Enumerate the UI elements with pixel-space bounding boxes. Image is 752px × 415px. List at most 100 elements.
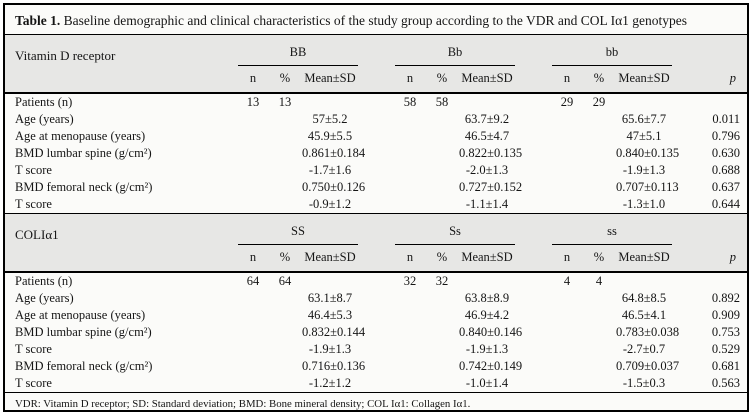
table-row: Age at menopause (years) 46.4±5.3 46.9±4.2… — [5, 307, 747, 324]
table-row: BMD lumbar spine (g/cm²) 0.832±0.144 0.840… — [5, 324, 747, 341]
col-header-n: n — [249, 71, 257, 85]
table-number: Table 1. — [15, 13, 61, 28]
cell-p: 0.909 — [711, 308, 740, 322]
row-label: Age at menopause (years) — [15, 129, 146, 143]
cell-mean: 0.861±0.184 — [302, 146, 366, 160]
table-1: Table 1. Baseline demographic and clinic… — [3, 3, 749, 412]
cell-mean: -1.1±1.4 — [465, 197, 509, 211]
table-body: Vitamin D receptor BB Bb bb n% Mean±SD n% Mean±… — [5, 35, 747, 392]
row-label: Age (years) — [15, 112, 74, 126]
col-header-mean: Mean±SD — [304, 250, 356, 264]
row-label: BMD femoral neck (g/cm²) — [15, 180, 153, 194]
col-header-n: n — [406, 250, 414, 264]
col-header-n: n — [406, 71, 414, 85]
cell-mean: -2.0±1.3 — [465, 163, 509, 177]
table-footnote: VDR: Vitamin D receptor; SD: Standard de… — [15, 398, 471, 410]
row-label: BMD lumbar spine (g/cm²) — [15, 325, 152, 339]
subheader-row: n% Mean±SD n% Mean±SD n% Mean±SD p — [5, 245, 747, 271]
cell-p: 0.796 — [711, 129, 740, 143]
row-label: T score — [15, 376, 52, 390]
row-label: BMD femoral neck (g/cm²) — [15, 359, 153, 373]
cell-mean: 46.5±4.1 — [621, 308, 667, 322]
section-label: Vitamin D receptor — [15, 48, 116, 63]
cell-mean: 57±5.2 — [312, 112, 348, 126]
table-row: BMD femoral neck (g/cm²) 0.716±0.136 0.742… — [5, 358, 747, 375]
cell-mean: 0.840±0.135 — [616, 146, 680, 160]
genotype-header-BB: BB — [238, 42, 358, 66]
header-band-0: Vitamin D receptor BB Bb bb n% Mean±SD n% Mean±… — [5, 35, 747, 92]
cell-mean: -1.5±0.3 — [622, 376, 666, 390]
col-header-p: p — [729, 71, 736, 85]
cell-p: 0.011 — [712, 112, 740, 126]
table-row: BMD lumbar spine (g/cm²) 0.861±0.184 0.822… — [5, 145, 747, 162]
header-band-1: COLIα1 SS Ss ss n% Mean±SD n% Mean±SD n% Mean±SD p — [5, 214, 747, 271]
row-label: Patients (n) — [15, 274, 73, 288]
cell-p: 0.753 — [711, 325, 740, 339]
cell-pct: 29 — [592, 95, 606, 109]
col-header-n: n — [249, 250, 257, 264]
col-header-pct: % — [593, 71, 605, 85]
header-divider — [5, 92, 747, 94]
cell-mean: 63.7±9.2 — [464, 112, 510, 126]
cell-mean: -2.7±0.7 — [622, 342, 666, 356]
table-row: Age (years) 57±5.2 63.7±9.2 65.6±7.7 0.011 — [5, 111, 747, 128]
table-row: Age at menopause (years) 45.9±5.5 46.5±4.7… — [5, 128, 747, 145]
col-header-n: n — [563, 250, 571, 264]
title-divider — [5, 34, 747, 35]
cell-mean: 0.709±0.037 — [616, 359, 680, 373]
row-label: BMD lumbar spine (g/cm²) — [15, 146, 152, 160]
cell-n: 13 — [246, 95, 260, 109]
cell-pct: 13 — [278, 95, 292, 109]
cell-n: 29 — [560, 95, 574, 109]
table-row: T score -1.9±1.3 -1.9±1.3 -2.7±0.7 0.529 — [5, 341, 747, 358]
table-title: Table 1. Baseline demographic and clinic… — [5, 5, 747, 34]
col-header-pct: % — [436, 250, 448, 264]
col-header-pct: % — [279, 71, 291, 85]
row-label: T score — [15, 342, 52, 356]
cell-mean: 47±5.1 — [626, 129, 662, 143]
cell-mean: 63.1±8.7 — [307, 291, 353, 305]
cell-mean: 0.716±0.136 — [302, 359, 366, 373]
cell-mean: 0.750±0.126 — [302, 180, 366, 194]
col-header-mean: Mean±SD — [618, 250, 670, 264]
group-header-row: COLIα1 SS Ss ss — [5, 214, 747, 245]
cell-mean: 46.9±4.2 — [464, 308, 510, 322]
row-label: Patients (n) — [15, 95, 73, 109]
cell-p: 0.644 — [711, 197, 740, 211]
cell-pct: 58 — [435, 95, 449, 109]
cell-p: 0.892 — [711, 291, 740, 305]
table-row: Patients (n) 13 13 58 58 29 29 — [5, 94, 747, 111]
col-header-mean: Mean±SD — [618, 71, 670, 85]
row-label: Age at menopause (years) — [15, 308, 146, 322]
cell-mean: 65.6±7.7 — [621, 112, 667, 126]
cell-mean: 64.8±8.5 — [621, 291, 667, 305]
cell-mean: 45.9±5.5 — [307, 129, 353, 143]
col-header-pct: % — [593, 250, 605, 264]
table-row: Patients (n) 64 64 32 32 4 4 — [5, 273, 747, 290]
table-row: Age (years) 63.1±8.7 63.8±8.9 64.8±8.5 0.892 — [5, 290, 747, 307]
cell-mean: -1.9±1.3 — [465, 342, 509, 356]
col-header-p: p — [729, 250, 736, 264]
table-row: T score -1.2±1.2 -1.0±1.4 -1.5±0.3 0.563 — [5, 375, 747, 392]
genotype-header-bb: bb — [552, 42, 672, 66]
cell-mean: 0.783±0.038 — [616, 325, 680, 339]
col-header-mean: Mean±SD — [304, 71, 356, 85]
genotype-header-SS: SS — [238, 221, 358, 245]
cell-mean: 0.707±0.113 — [616, 180, 679, 194]
cell-mean: -1.0±1.4 — [465, 376, 509, 390]
row-label: T score — [15, 163, 52, 177]
cell-n: 4 — [563, 274, 571, 288]
cell-p: 0.630 — [711, 146, 740, 160]
cell-mean: -0.9±1.2 — [308, 197, 352, 211]
row-label: Age (years) — [15, 291, 74, 305]
cell-mean: 0.742±0.149 — [459, 359, 523, 373]
cell-pct: 32 — [435, 274, 449, 288]
cell-mean: 46.5±4.7 — [464, 129, 510, 143]
genotype-header-ss: ss — [552, 221, 672, 245]
section-label: COLIα1 — [15, 227, 59, 242]
cell-p: 0.637 — [711, 180, 740, 194]
cell-n: 58 — [403, 95, 417, 109]
genotype-header-Bb: Bb — [395, 42, 515, 66]
section-divider — [5, 213, 747, 214]
cell-mean: -1.3±1.0 — [622, 197, 666, 211]
